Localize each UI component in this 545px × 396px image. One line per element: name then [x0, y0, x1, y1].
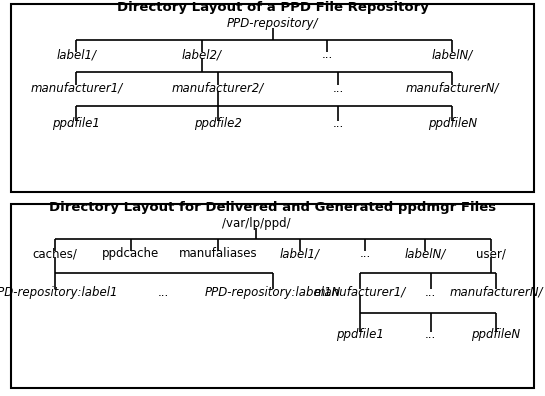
Text: ...: ... — [158, 286, 169, 299]
Text: manufacturer1/: manufacturer1/ — [30, 82, 123, 95]
FancyBboxPatch shape — [11, 204, 534, 388]
Text: ...: ... — [425, 286, 436, 299]
Text: ppdfile2: ppdfile2 — [194, 117, 242, 130]
Text: /var/lp/ppd/: /var/lp/ppd/ — [222, 217, 290, 230]
Text: manufacturerN/: manufacturerN/ — [405, 82, 499, 95]
Text: PPD-repository:label1N: PPD-repository:label1N — [204, 286, 341, 299]
Text: manufacturer1/: manufacturer1/ — [313, 286, 406, 299]
Text: manufacturer2/: manufacturer2/ — [172, 82, 264, 95]
Text: ...: ... — [360, 247, 371, 260]
Text: Directory Layout of a PPD File Repository: Directory Layout of a PPD File Repositor… — [117, 1, 428, 14]
Text: PPD-repository/: PPD-repository/ — [227, 17, 318, 30]
Text: ppdcache: ppdcache — [102, 247, 160, 260]
Text: ppdfile1: ppdfile1 — [336, 328, 384, 341]
Text: label1/: label1/ — [280, 247, 320, 260]
Text: label1/: label1/ — [56, 48, 96, 61]
Text: caches/: caches/ — [32, 247, 77, 260]
Text: ...: ... — [332, 82, 343, 95]
FancyBboxPatch shape — [11, 4, 534, 192]
Text: labelN/: labelN/ — [432, 48, 473, 61]
Text: manufacturerN/: manufacturerN/ — [449, 286, 543, 299]
Text: user/: user/ — [476, 247, 505, 260]
Text: ...: ... — [322, 48, 332, 61]
Text: label2/: label2/ — [181, 48, 222, 61]
Text: PPD-repository:label1: PPD-repository:label1 — [0, 286, 118, 299]
Text: ...: ... — [332, 117, 343, 130]
Text: ppdfileN: ppdfileN — [428, 117, 477, 130]
Text: ppdfile1: ppdfile1 — [52, 117, 100, 130]
Text: manufaliases: manufaliases — [179, 247, 257, 260]
Text: ppdfileN: ppdfileN — [471, 328, 520, 341]
Text: labelN/: labelN/ — [404, 247, 446, 260]
Text: Directory Layout for Delivered and Generated ppdmgr Files: Directory Layout for Delivered and Gener… — [49, 201, 496, 214]
Text: ...: ... — [425, 328, 436, 341]
